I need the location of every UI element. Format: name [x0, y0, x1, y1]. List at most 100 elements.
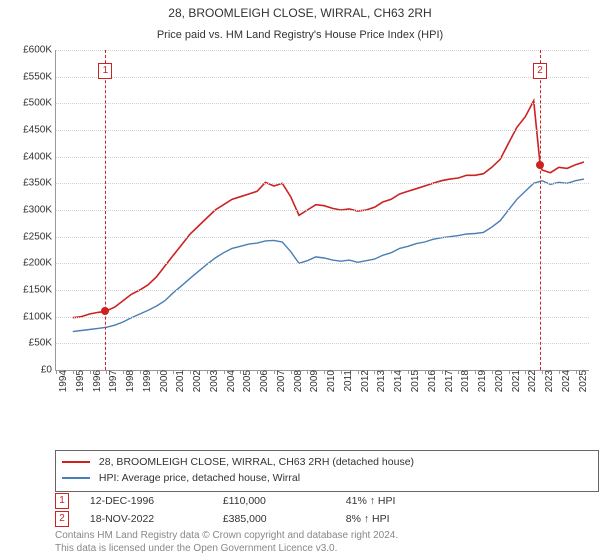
table-row: 2 18-NOV-2022 £385,000 8% ↑ HPI: [55, 510, 395, 528]
event-marker-box: 1: [98, 63, 112, 79]
x-tick-label: 2010: [324, 370, 337, 392]
series-line-hpi: [73, 179, 584, 332]
x-tick-mark: [425, 370, 426, 374]
x-tick-mark: [56, 370, 57, 374]
footer-attribution: Contains HM Land Registry data © Crown c…: [55, 530, 398, 555]
y-tick-label: £0: [2, 365, 56, 376]
x-tick-mark: [408, 370, 409, 374]
x-tick-mark: [458, 370, 459, 374]
grid-line: [56, 77, 589, 78]
x-tick-label: 2013: [374, 370, 387, 392]
x-tick-label: 1997: [106, 370, 119, 392]
x-tick-mark: [324, 370, 325, 374]
x-tick-label: 2020: [492, 370, 505, 392]
legend-label-1: 28, BROOMLEIGH CLOSE, WIRRAL, CH63 2RH (…: [99, 456, 414, 468]
x-tick-mark: [257, 370, 258, 374]
x-tick-mark: [224, 370, 225, 374]
legend-box: 28, BROOMLEIGH CLOSE, WIRRAL, CH63 2RH (…: [55, 450, 599, 492]
x-tick-mark: [307, 370, 308, 374]
x-tick-label: 2016: [425, 370, 438, 392]
x-tick-mark: [240, 370, 241, 374]
x-tick-label: 1996: [90, 370, 103, 392]
x-tick-label: 2007: [274, 370, 287, 392]
transaction-pct-1: 41% ↑ HPI: [346, 492, 396, 510]
legend-item-2: HPI: Average price, detached house, Wirr…: [62, 471, 592, 487]
x-tick-label: 2004: [224, 370, 237, 392]
table-row: 1 12-DEC-1996 £110,000 41% ↑ HPI: [55, 492, 395, 510]
x-tick-label: 2024: [559, 370, 572, 392]
x-tick-label: 2009: [307, 370, 320, 392]
legend-item-1: 28, BROOMLEIGH CLOSE, WIRRAL, CH63 2RH (…: [62, 455, 592, 471]
transaction-marker-2: 2: [55, 511, 69, 527]
x-tick-label: 2001: [173, 370, 186, 392]
x-tick-mark: [106, 370, 107, 374]
x-tick-label: 2006: [257, 370, 270, 392]
x-tick-mark: [274, 370, 275, 374]
title-line-1: 28, BROOMLEIGH CLOSE, WIRRAL, CH63 2RH: [0, 0, 600, 22]
footer-line-1: Contains HM Land Registry data © Crown c…: [55, 530, 398, 543]
footer-line-2: This data is licensed under the Open Gov…: [55, 543, 398, 556]
y-tick-label: £600K: [2, 45, 56, 56]
grid-line: [56, 103, 589, 104]
x-tick-label: 2005: [240, 370, 253, 392]
title-line-2: Price paid vs. HM Land Registry's House …: [0, 22, 600, 42]
y-tick-label: £100K: [2, 311, 56, 322]
grid-line: [56, 157, 589, 158]
x-tick-mark: [157, 370, 158, 374]
y-tick-label: £400K: [2, 151, 56, 162]
grid-line: [56, 263, 589, 264]
y-tick-label: £450K: [2, 125, 56, 136]
x-tick-label: 2011: [341, 370, 354, 392]
x-tick-label: 2000: [157, 370, 170, 392]
grid-line: [56, 317, 589, 318]
x-tick-mark: [525, 370, 526, 374]
event-vline: [540, 50, 541, 370]
grid-line: [56, 343, 589, 344]
chart-area: £0 £50K £100K £150K £200K £250K £300K £350K £400…: [0, 40, 600, 410]
transaction-pct-2: 8% ↑ HPI: [346, 510, 390, 528]
grid-line: [56, 130, 589, 131]
legend-label-2: HPI: Average price, detached house, Wirr…: [99, 472, 300, 484]
transaction-table: 1 12-DEC-1996 £110,000 41% ↑ HPI 2 18-NO…: [55, 492, 395, 528]
x-tick-mark: [123, 370, 124, 374]
x-tick-label: 1995: [73, 370, 86, 392]
y-tick-label: £300K: [2, 205, 56, 216]
grid-line: [56, 237, 589, 238]
x-tick-mark: [391, 370, 392, 374]
x-tick-mark: [442, 370, 443, 374]
event-vline: [105, 50, 106, 370]
y-tick-label: £150K: [2, 285, 56, 296]
x-tick-label: 2018: [458, 370, 471, 392]
x-tick-mark: [492, 370, 493, 374]
event-marker-box: 2: [533, 63, 547, 79]
x-tick-mark: [173, 370, 174, 374]
x-tick-label: 1999: [140, 370, 153, 392]
x-tick-label: 2017: [442, 370, 455, 392]
y-tick-label: £200K: [2, 258, 56, 269]
grid-line: [56, 50, 589, 51]
x-tick-mark: [576, 370, 577, 374]
y-tick-label: £250K: [2, 231, 56, 242]
grid-line: [56, 290, 589, 291]
transaction-price-1: £110,000: [223, 492, 343, 510]
x-tick-label: 2003: [207, 370, 220, 392]
legend-swatch-1: [62, 461, 90, 463]
x-tick-mark: [190, 370, 191, 374]
plot-area: £0£50K£100K£150K£200K£250K£300K£350K£400…: [55, 50, 589, 371]
x-tick-mark: [291, 370, 292, 374]
y-tick-label: £50K: [2, 338, 56, 349]
x-tick-label: 2014: [391, 370, 404, 392]
transaction-date-2: 18-NOV-2022: [90, 510, 220, 528]
x-tick-mark: [90, 370, 91, 374]
x-tick-mark: [73, 370, 74, 374]
y-tick-label: £550K: [2, 71, 56, 82]
x-tick-label: 2023: [542, 370, 555, 392]
legend-swatch-2: [62, 477, 90, 479]
x-tick-mark: [341, 370, 342, 374]
x-tick-label: 2025: [576, 370, 589, 392]
x-tick-label: 2008: [291, 370, 304, 392]
x-tick-label: 1994: [56, 370, 69, 392]
x-tick-label: 2021: [509, 370, 522, 392]
y-tick-label: £350K: [2, 178, 56, 189]
x-tick-label: 2015: [408, 370, 421, 392]
